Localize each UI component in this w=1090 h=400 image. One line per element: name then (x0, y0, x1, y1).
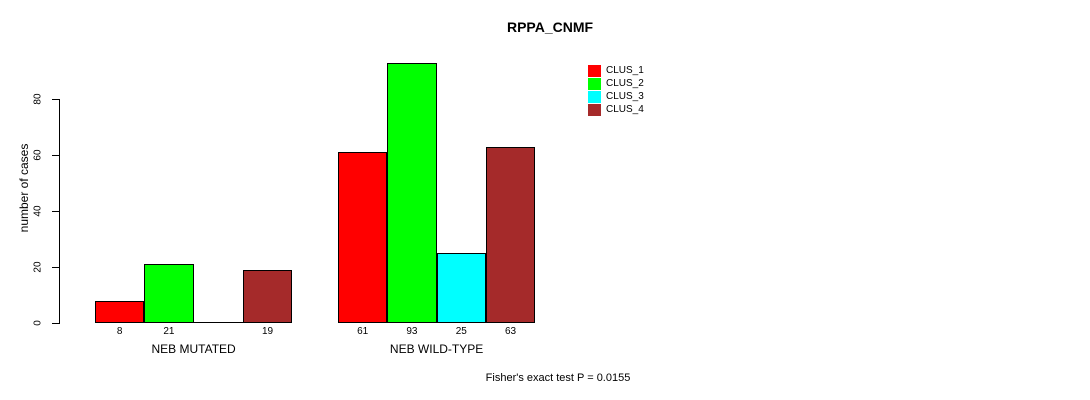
y-axis-title: number of cases (17, 143, 31, 233)
legend-label: CLUS_1 (606, 65, 644, 76)
y-tick (52, 267, 59, 268)
legend-swatch (588, 64, 601, 77)
bar-clus_4 (242, 269, 293, 323)
annotation-text: Fisher's exact test P = 0.0155 (485, 372, 631, 384)
y-tick-label: 60 (32, 149, 44, 161)
bar-clus_2 (387, 62, 437, 323)
y-tick (52, 323, 59, 324)
bar-value-label: 8 (116, 326, 123, 337)
bar-value-label: 25 (455, 326, 467, 337)
bar-clus_2 (144, 264, 194, 323)
y-axis-line (59, 99, 60, 324)
bar-clus_3-zero (193, 322, 243, 323)
legend-swatch (588, 77, 601, 90)
y-tick (52, 155, 59, 156)
legend-swatch (588, 90, 601, 103)
x-category-label: NEB MUTATED (151, 342, 236, 356)
legend-item-clus_1: CLUS_1 (588, 64, 644, 77)
y-tick (52, 211, 59, 212)
legend-swatch (588, 103, 601, 116)
y-tick (52, 99, 59, 100)
legend-label: CLUS_2 (606, 78, 644, 89)
bar-clus_1 (338, 152, 388, 323)
bar-clus_4 (485, 146, 536, 323)
legend-item-clus_4: CLUS_4 (588, 103, 644, 116)
legend-label: CLUS_4 (606, 104, 644, 115)
bar-value-label: 21 (163, 326, 175, 337)
bar-value-label: 19 (261, 326, 274, 337)
bar-value-label: 61 (357, 326, 369, 337)
bar-clus_3 (436, 253, 486, 323)
x-category-label: NEB WILD-TYPE (389, 342, 484, 356)
y-tick-label: 80 (32, 93, 44, 105)
y-tick-label: 0 (32, 320, 44, 326)
legend-item-clus_2: CLUS_2 (588, 77, 644, 90)
legend-label: CLUS_3 (606, 91, 644, 102)
bar-value-label: 93 (406, 326, 418, 337)
y-tick-label: 20 (32, 261, 44, 273)
legend-item-clus_3: CLUS_3 (588, 90, 644, 103)
y-tick-label: 40 (32, 205, 44, 217)
bar-value-label: 63 (504, 326, 517, 337)
bar-clus_1 (95, 300, 145, 323)
chart-title: RPPA_CNMF (506, 19, 594, 35)
legend: CLUS_1 CLUS_2 CLUS_3 CLUS_4 (588, 64, 644, 116)
